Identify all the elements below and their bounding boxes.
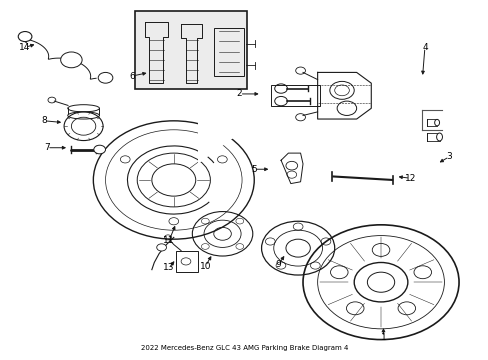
Text: 1: 1 bbox=[380, 333, 386, 342]
Text: 5: 5 bbox=[251, 165, 257, 174]
Text: 2: 2 bbox=[236, 89, 242, 98]
Circle shape bbox=[61, 52, 82, 68]
Text: 10: 10 bbox=[199, 262, 211, 271]
Ellipse shape bbox=[434, 120, 439, 126]
Bar bbox=[135, 12, 246, 89]
Text: 7: 7 bbox=[44, 143, 50, 152]
Circle shape bbox=[18, 32, 32, 41]
Text: 8: 8 bbox=[41, 116, 47, 125]
Text: 13: 13 bbox=[163, 264, 174, 273]
Bar bbox=[271, 85, 320, 107]
Circle shape bbox=[274, 84, 287, 93]
Ellipse shape bbox=[68, 112, 99, 119]
Text: 4: 4 bbox=[421, 43, 427, 52]
Text: 11: 11 bbox=[163, 237, 174, 246]
Text: 14: 14 bbox=[20, 43, 31, 52]
Circle shape bbox=[274, 96, 287, 106]
Text: 12: 12 bbox=[404, 174, 415, 183]
Bar bbox=[176, 251, 198, 272]
Circle shape bbox=[94, 145, 105, 154]
Circle shape bbox=[157, 244, 166, 251]
Ellipse shape bbox=[436, 133, 442, 141]
Ellipse shape bbox=[68, 105, 99, 112]
Bar bbox=[214, 28, 243, 76]
Text: 9: 9 bbox=[275, 260, 281, 269]
Text: 6: 6 bbox=[129, 72, 135, 81]
Text: 2022 Mercedes-Benz GLC 43 AMG Parking Brake Diagram 4: 2022 Mercedes-Benz GLC 43 AMG Parking Br… bbox=[141, 345, 347, 351]
Text: 3: 3 bbox=[446, 152, 451, 161]
Circle shape bbox=[98, 72, 113, 83]
